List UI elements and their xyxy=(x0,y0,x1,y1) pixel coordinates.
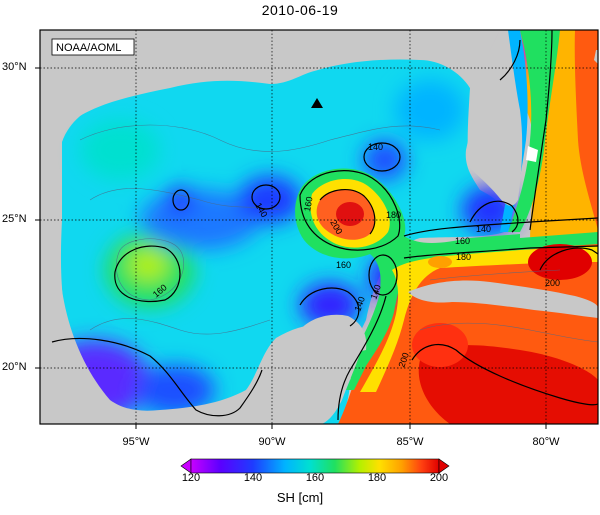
colorbar-tick: 140 xyxy=(243,472,263,484)
colorbar-high-arrow xyxy=(438,458,450,474)
contour-label: 180 xyxy=(456,252,471,262)
contours-thin xyxy=(79,124,598,343)
lon-label: 90°W xyxy=(258,436,286,448)
colorbar-tick: 120 xyxy=(181,472,201,484)
colorbar-low-arrow xyxy=(180,458,192,474)
loop-current xyxy=(295,168,520,378)
map-title: 2010-06-19 xyxy=(261,2,339,18)
contour-label: 140 xyxy=(476,224,491,234)
credit-box xyxy=(51,38,135,56)
lon-label: 85°W xyxy=(396,436,424,448)
frame-ticks xyxy=(35,67,547,429)
contours-thick xyxy=(51,30,598,421)
lon-label: 95°W xyxy=(122,436,150,448)
colorbar-tick: 200 xyxy=(429,472,449,484)
colorbar-ramp xyxy=(190,458,440,474)
colorbar-label: SH [cm] xyxy=(276,490,324,505)
colorbar-tick: 180 xyxy=(367,472,387,484)
contour-label: 140 xyxy=(368,142,383,152)
atlantic-bands xyxy=(500,30,598,232)
lat-label: 30°N xyxy=(2,61,27,73)
map-frame xyxy=(39,29,599,425)
caribbean-bands xyxy=(346,232,598,424)
contour-label: 200 xyxy=(545,278,560,288)
credit-text: NOAA/AOML xyxy=(56,42,121,54)
contour-label: 200 xyxy=(396,351,411,369)
contour-label: 160 xyxy=(455,236,470,246)
contour-label: 140 xyxy=(352,295,367,313)
colorbar xyxy=(180,458,450,474)
contour-label: 160 xyxy=(336,260,351,270)
coastline-land xyxy=(40,30,598,424)
lat-label: 25°N xyxy=(2,213,27,225)
contour-label: 160 xyxy=(302,196,314,213)
lat-label: 20°N xyxy=(2,361,27,373)
lat-lon-grid xyxy=(40,30,598,424)
triangle-station-icon xyxy=(311,98,323,108)
lon-label: 80°W xyxy=(532,436,560,448)
contour-labels: 140 140 140 140 140 160 160 160 160 180 … xyxy=(151,142,560,369)
contour-label: 140 xyxy=(368,283,383,301)
contour-label: 180 xyxy=(386,210,401,220)
colorbar-tick: 160 xyxy=(305,472,325,484)
